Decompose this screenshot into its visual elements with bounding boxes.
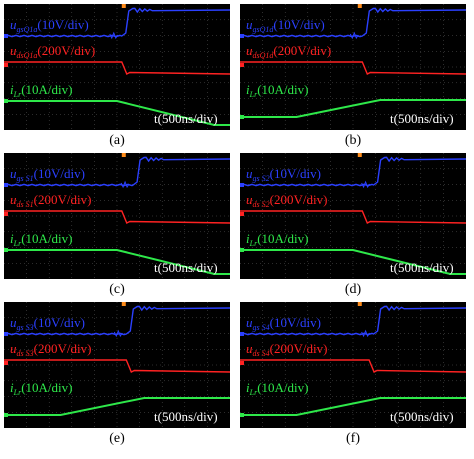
trigger-marker (357, 4, 362, 8)
scope-panel-a: ugsQ1a(10V/div) udsQ1a(200V/div) iLr(10A/d… (4, 4, 230, 130)
label-uds: udsQ1d(200V/div) (246, 43, 332, 61)
channel-marker-ugs (240, 34, 244, 38)
channel-marker-uds (240, 361, 244, 365)
label-ugs: ugs S4(10V/div) (246, 315, 321, 333)
trace-ilr (240, 99, 466, 118)
scope-traces (240, 153, 466, 279)
label-uds: udsQ1a(200V/div) (10, 43, 96, 61)
scope-panel-b: ugsQ1d(10V/div) udsQ1d(200V/div) iLr(10A/d… (240, 4, 466, 130)
trace-ilr (4, 100, 230, 126)
trace-ugs-ringing (113, 329, 123, 338)
label-uds: uds S3(200V/div) (10, 341, 92, 359)
scope-traces (240, 4, 466, 130)
trace-ugs (4, 7, 230, 38)
channel-marker-uds (4, 212, 8, 216)
trigger-marker (357, 302, 362, 306)
channel-marker-uds (240, 63, 244, 67)
label-ugs: ugsQ1d(10V/div) (246, 17, 325, 35)
trigger-marker (121, 302, 126, 306)
time-scale-label: t(500ns/div) (390, 409, 454, 424)
trace-ugs-ringing (361, 180, 371, 189)
channel-marker-ugs (240, 332, 244, 336)
label-ilr: iLr(10A/div) (10, 231, 73, 249)
time-scale-label: t(500ns/div) (154, 409, 218, 424)
panel-caption: (e) (109, 431, 125, 446)
trace-uds (240, 210, 466, 224)
trace-ugs-ringing (120, 180, 130, 189)
trace-ilr (4, 397, 230, 416)
panel-caption: (c) (109, 282, 125, 297)
channel-marker-ugs (4, 332, 8, 336)
trace-ugs (240, 7, 466, 38)
scope-panel-e: ugs S3(10V/div) uds S3(200V/div) iLr(10A/d… (4, 302, 230, 428)
panel-caption: (a) (109, 133, 125, 148)
channel-marker-ilr (240, 413, 244, 417)
trace-uds (240, 61, 466, 75)
trigger-marker (121, 4, 126, 8)
channel-marker-ilr (240, 248, 244, 252)
panel-caption: (f) (346, 431, 360, 446)
trace-uds (4, 61, 230, 75)
scope-panel-f: ugs S4(10V/div) uds S4(200V/div) iLr(10A/d… (240, 302, 466, 428)
trace-uds (4, 210, 230, 224)
channel-marker-ugs (4, 34, 8, 38)
label-ugs: ugs S2(10V/div) (246, 166, 321, 184)
label-ugs: ugs S3(10V/div) (10, 315, 85, 333)
label-ilr: iLr(10A/div) (246, 380, 309, 398)
trigger-marker (357, 153, 362, 157)
scope-panel-d: ugs S2(10V/div) uds S2(200V/div) iLr(10A/d… (240, 153, 466, 279)
scope-traces (4, 4, 230, 130)
trace-uds (4, 359, 230, 373)
channel-marker-ilr (4, 413, 8, 417)
scope-traces (4, 302, 230, 428)
trace-ugs-ringing (361, 329, 371, 338)
channel-marker-ilr (240, 115, 244, 119)
trace-uds (240, 359, 466, 373)
panel-caption: (d) (344, 282, 362, 297)
label-uds: uds S2(200V/div) (246, 192, 328, 210)
label-ilr: iLr(10A/div) (246, 231, 309, 249)
channel-marker-uds (4, 63, 8, 67)
time-scale-label: t(500ns/div) (154, 111, 218, 126)
trace-ilr (240, 397, 466, 416)
trace-ilr (4, 249, 230, 275)
channel-marker-ugs (4, 183, 8, 187)
trace-ilr (240, 249, 466, 275)
scope-traces (240, 302, 466, 428)
label-ilr: iLr(10A/div) (246, 82, 309, 100)
channel-marker-ilr (4, 99, 8, 103)
label-ilr: iLr(10A/div) (10, 82, 73, 100)
scope-traces (4, 153, 230, 279)
channel-marker-ilr (4, 248, 8, 252)
scope-panel-c: ugs S1(10V/div) uds S1(200V/div) iLr(10A/d… (4, 153, 230, 279)
trace-ugs (240, 305, 466, 336)
channel-marker-uds (4, 361, 8, 365)
label-uds: uds S1(200V/div) (10, 192, 92, 210)
trace-ugs-ringing (349, 31, 359, 40)
trace-ugs-ringing (109, 31, 119, 40)
trace-ugs (4, 305, 230, 336)
label-ilr: iLr(10A/div) (10, 380, 73, 398)
trace-ugs (4, 156, 230, 187)
time-scale-label: t(500ns/div) (390, 111, 454, 126)
label-ugs: ugs S1(10V/div) (10, 166, 85, 184)
time-scale-label: t(500ns/div) (154, 260, 218, 275)
channel-marker-ugs (240, 183, 244, 187)
trace-ugs (240, 156, 466, 187)
panel-caption: (b) (344, 133, 362, 148)
label-ugs: ugsQ1a(10V/div) (10, 17, 89, 35)
time-scale-label: t(500ns/div) (390, 260, 454, 275)
channel-marker-uds (240, 212, 244, 216)
trigger-marker (121, 153, 126, 157)
label-uds: uds S4(200V/div) (246, 341, 328, 359)
